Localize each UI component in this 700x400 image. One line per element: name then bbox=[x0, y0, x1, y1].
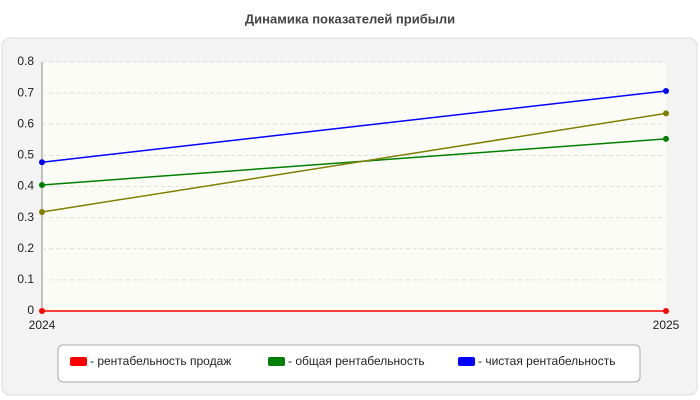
data-point bbox=[663, 87, 669, 94]
y-tick-label: 0.2 bbox=[17, 241, 34, 255]
legend-swatch bbox=[458, 357, 475, 366]
data-point bbox=[39, 209, 45, 216]
series-line bbox=[41, 138, 667, 186]
x-tick-label: 2024 bbox=[29, 318, 56, 332]
data-point bbox=[663, 308, 669, 314]
y-tick-label: 0.8 bbox=[17, 54, 34, 68]
data-point bbox=[39, 308, 45, 314]
y-tick-label: 0.5 bbox=[17, 148, 34, 162]
legend-box bbox=[57, 344, 641, 383]
legend-label: - общая рентабельность bbox=[288, 354, 425, 368]
x-tick-label: 2025 bbox=[653, 318, 680, 332]
series-line bbox=[41, 112, 667, 213]
data-point bbox=[39, 181, 45, 188]
y-tick-label: 0.7 bbox=[17, 85, 34, 99]
legend-swatch bbox=[70, 357, 87, 366]
chart-title: Динамика показателей прибыли bbox=[245, 11, 455, 26]
series-line bbox=[41, 90, 667, 163]
data-point bbox=[663, 110, 669, 117]
y-tick-label: 0 bbox=[27, 303, 34, 317]
y-tick-label: 0.1 bbox=[17, 272, 34, 286]
legend-label: - рентабельность продаж bbox=[90, 354, 231, 368]
y-tick-label: 0.4 bbox=[17, 179, 34, 193]
data-point bbox=[663, 135, 669, 142]
y-tick-label: 0.3 bbox=[17, 210, 34, 224]
data-point bbox=[39, 159, 45, 166]
legend-label: - чистая рентабельность bbox=[478, 354, 615, 368]
legend-swatch bbox=[268, 357, 285, 366]
y-tick-label: 0.6 bbox=[17, 116, 34, 130]
